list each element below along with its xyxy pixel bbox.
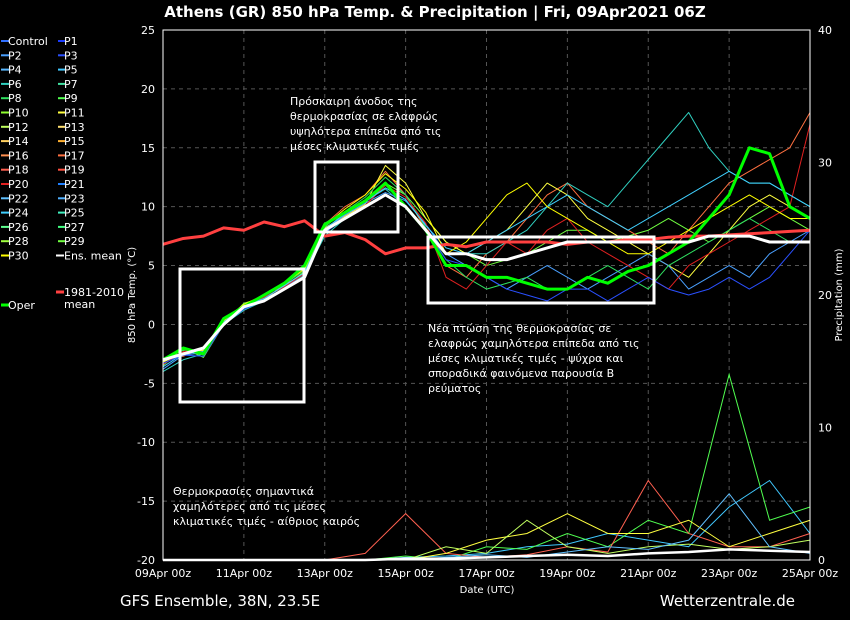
legend-label: P12 [8,121,29,134]
legend-label: P9 [64,92,78,105]
y-tick-label: -20 [137,554,155,567]
x-tick-label: 19Apr 00z [539,567,596,580]
legend-label: P22 [8,192,29,205]
x-tick-label: 13Apr 00z [297,567,354,580]
y-axis-label: 850 hPa Temp. (°C) [127,247,138,343]
y2-tick-labels: 40 30 20 10 0 [818,24,832,567]
annotation-text: κλιματικές τιμές - αίθριος καιρός [173,515,360,528]
legend-label: P21 [64,178,85,191]
y2-axis-label: Precipitation (mm) [834,248,845,341]
annotation-text: θερμοκρασίας σε ελαφρώς [290,110,438,123]
y-tick-label: 15 [141,142,155,155]
y-tick-label: -10 [137,436,155,449]
legend-label: P23 [64,192,85,205]
x-tick-label: 21Apr 00z [620,567,677,580]
y-tick-label: 5 [148,260,155,273]
annotation-text: χαμηλότερες από τις μέσες [173,500,326,513]
y2-tick-label: 20 [818,289,832,302]
legend-label: P24 [8,207,29,220]
x-axis-label: Date (UTC) [460,585,515,596]
temperature-series [162,111,811,372]
legend-label: P3 [64,49,78,62]
footer-source: GFS Ensemble, 38N, 23.5E [120,592,320,610]
y2-tick-label: 30 [818,157,832,170]
legend-label: 1981-2010 [64,286,124,299]
y-tick-label: 10 [141,201,155,214]
legend-label: P5 [64,64,78,77]
legend-label: P19 [64,164,85,177]
footer-site: Wetterzentrale.de [660,592,795,610]
annotation-text: μέσες κλιματικές τιμές [290,140,419,153]
series-line-1981-2010-mean [162,219,811,256]
legend-label: P8 [8,92,22,105]
x-tick-label: 25Apr 00z [782,567,839,580]
y-tick-labels: 25 20 15 10 5 0 -5 -10 -15 -20 [137,24,155,567]
plot-frame [162,29,811,561]
y2-tick-label: 0 [818,554,825,567]
annotation-box-warm [313,160,400,234]
legend-label: P29 [64,235,85,248]
y-tick-label: 20 [141,83,155,96]
legend-label: P18 [8,164,29,177]
legend-label: Ens. mean [64,250,122,263]
legend-label: P11 [64,107,85,120]
legend-label: P2 [8,49,22,62]
legend-label: P27 [64,221,85,234]
legend-label: Control [8,35,48,48]
legend-label: P26 [8,221,29,234]
y-tick-label: 25 [141,24,155,37]
legend-label: P7 [64,78,78,91]
legend-label: Oper [8,299,35,312]
annotation-box-cool [426,235,656,305]
annotation-text: Νέα πτώση της θερμοκρασίας σε [428,322,611,335]
legend-label: P10 [8,107,29,120]
annotation-box-cold [178,267,306,404]
legend-label: P4 [8,64,22,77]
legend-label: P15 [64,135,85,148]
y-tick-label: -5 [144,377,155,390]
legend-label: P17 [64,149,85,162]
legend-label: P30 [8,250,29,263]
x-tick-labels: 09Apr 00z 11Apr 00z 13Apr 00z 15Apr 00z 17Ap… [135,567,839,580]
y-tick-label: -15 [137,495,155,508]
y-tick-label: 0 [148,318,155,331]
x-tick-label: 15Apr 00z [377,567,434,580]
y2-tick-label: 40 [818,24,832,37]
annotation-text: Θερμοκρασίες σημαντικά [173,485,314,498]
chart-title: Athens (GR) 850 hPa Temp. & Precipitatio… [164,3,706,22]
legend: Control P1 P2 P3 P4 P5 P6 P7 P8 P9 P10 P11 P12 P13 P14… [1,35,124,312]
annotation-text: μέσες κλιματικές τιμές - ψύχρα και [428,352,624,365]
x-tick-label: 11Apr 00z [216,567,273,580]
annotation-text: ελαφρώς χαμηλότερα επίπεδα από τις [428,337,639,350]
legend-label: mean [64,298,95,311]
annotation-text: Πρόσκαιρη άνοδος της [290,95,417,108]
series-line-oper [162,146,811,362]
legend-label: P16 [8,149,29,162]
legend-label: P14 [8,135,29,148]
x-tick-label: 23Apr 00z [701,567,758,580]
annotations: Πρόσκαιρη άνοδος της θερμοκρασίας σε ελαφ… [173,95,639,528]
legend-label: P20 [8,178,29,191]
annotation-text: σποραδικά φαινόμενα παρουσία Β [428,367,614,380]
legend-label: P6 [8,78,22,91]
annotation-text: υψηλότερα επίπεδα από τις [290,125,441,138]
legend-label: P13 [64,121,85,134]
x-tick-label: 17Apr 00z [458,567,515,580]
x-tick-label: 09Apr 00z [135,567,192,580]
series-line-ens-mean [162,193,810,362]
legend-label: P1 [64,35,78,48]
legend-label: P25 [64,207,85,220]
annotation-text: ρεύματος [428,382,481,395]
y2-tick-label: 10 [818,422,832,435]
legend-label: P28 [8,235,29,248]
